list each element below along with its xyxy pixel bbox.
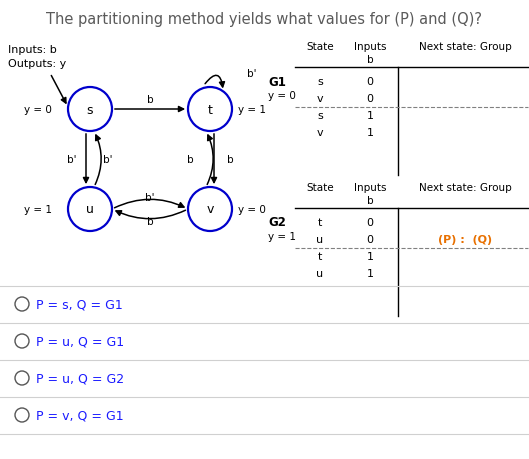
Text: t: t (318, 218, 322, 228)
Text: b: b (187, 155, 193, 165)
Text: v: v (317, 94, 323, 104)
Text: State: State (306, 42, 334, 52)
Text: b': b' (103, 155, 113, 165)
Text: b: b (147, 95, 153, 105)
Text: u: u (316, 235, 324, 245)
Text: 1: 1 (367, 128, 373, 138)
Text: y = 0: y = 0 (268, 91, 296, 101)
Text: s: s (317, 111, 323, 121)
Text: 0: 0 (367, 235, 373, 245)
Text: P = u, Q = G2: P = u, Q = G2 (36, 372, 124, 385)
Text: b: b (367, 196, 373, 206)
Text: Next state: Group: Next state: Group (418, 183, 512, 193)
Text: b: b (227, 155, 233, 165)
Text: P = v, Q = G1: P = v, Q = G1 (36, 409, 124, 421)
Text: b: b (147, 217, 153, 226)
Text: 0: 0 (367, 77, 373, 87)
Text: P = s, Q = G1: P = s, Q = G1 (36, 298, 123, 311)
Text: Inputs: Inputs (354, 42, 386, 52)
Text: b': b' (145, 193, 155, 202)
Text: P = u, Q = G1: P = u, Q = G1 (36, 335, 124, 348)
Text: The partitioning method yields what values for (P) and (Q)?: The partitioning method yields what valu… (46, 12, 482, 27)
Text: b': b' (247, 69, 257, 79)
Text: 1: 1 (367, 252, 373, 262)
Text: u: u (316, 269, 324, 279)
Text: v: v (317, 128, 323, 138)
Text: y = 1: y = 1 (238, 105, 266, 115)
Text: Next state: Group: Next state: Group (418, 42, 512, 52)
Text: G2: G2 (268, 216, 286, 229)
Text: b': b' (67, 155, 77, 165)
Text: y = 1: y = 1 (24, 205, 52, 214)
Text: t: t (318, 252, 322, 262)
Text: y = 0: y = 0 (238, 205, 266, 214)
Text: Outputs: y: Outputs: y (8, 59, 66, 69)
Text: State: State (306, 183, 334, 193)
Text: (P) :  (Q): (P) : (Q) (438, 235, 492, 245)
Text: b: b (367, 55, 373, 65)
Text: y = 1: y = 1 (268, 231, 296, 241)
Text: Inputs: b: Inputs: b (8, 45, 57, 55)
Text: 1: 1 (367, 111, 373, 121)
Text: y = 0: y = 0 (24, 105, 52, 115)
Text: 0: 0 (367, 218, 373, 228)
Text: G1: G1 (268, 75, 286, 88)
Text: 0: 0 (367, 94, 373, 104)
Text: 1: 1 (367, 269, 373, 279)
Text: s: s (317, 77, 323, 87)
Text: s: s (87, 103, 93, 116)
Text: Inputs: Inputs (354, 183, 386, 193)
Text: u: u (86, 203, 94, 216)
Text: v: v (206, 203, 214, 216)
Text: t: t (207, 103, 213, 116)
